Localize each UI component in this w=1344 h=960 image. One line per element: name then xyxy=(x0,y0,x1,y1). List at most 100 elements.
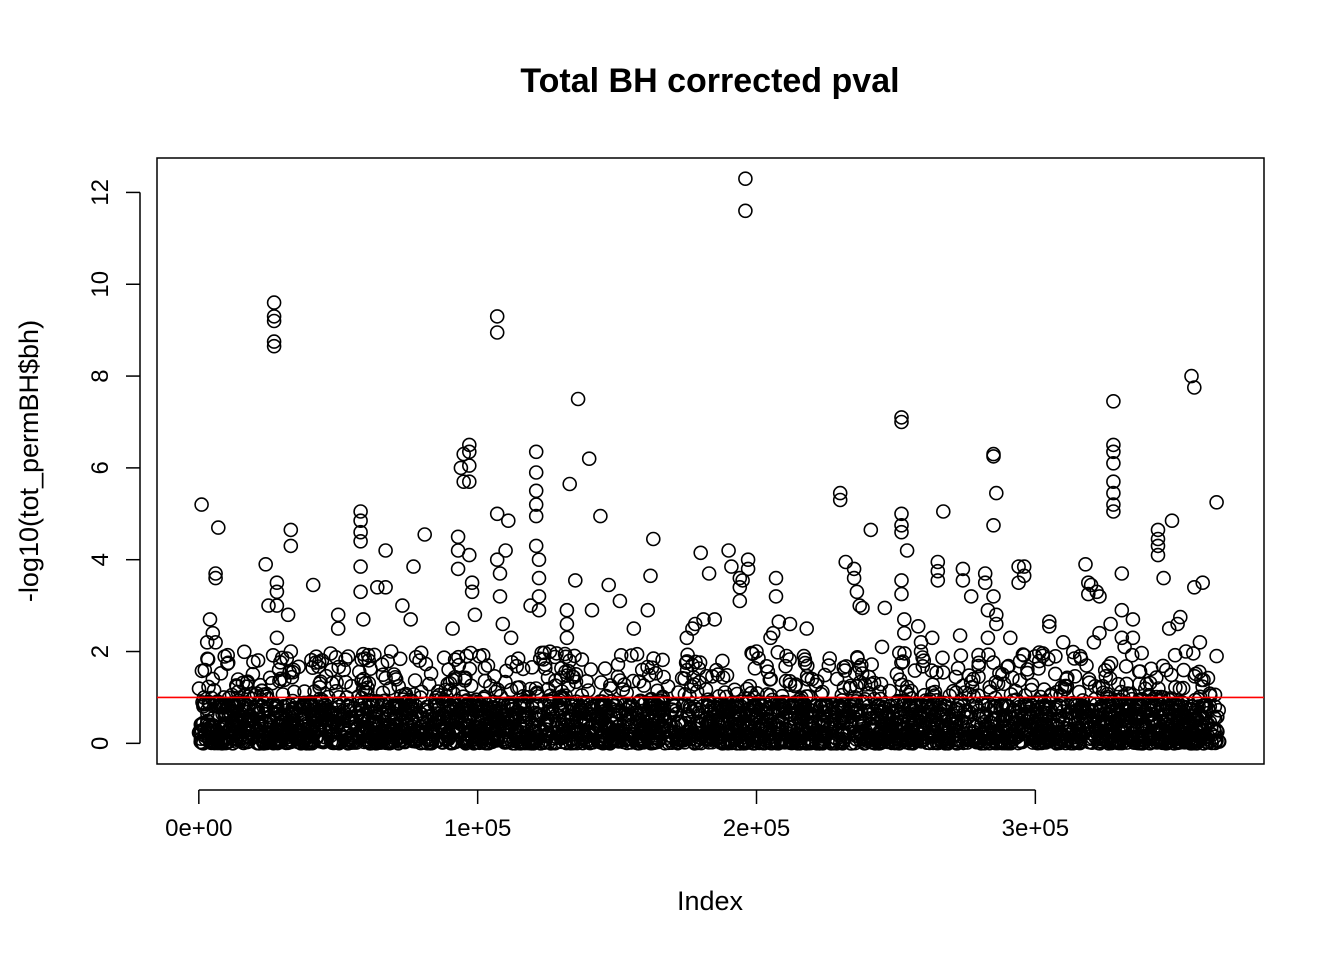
band-point xyxy=(759,687,775,702)
band-point xyxy=(313,714,329,730)
band-point xyxy=(1124,647,1140,663)
data-point xyxy=(269,575,285,591)
band-point xyxy=(1024,677,1040,693)
band-point xyxy=(759,712,775,728)
band-point xyxy=(861,669,877,685)
band-point xyxy=(634,703,650,719)
data-point xyxy=(838,554,854,570)
band-point xyxy=(1048,648,1063,664)
band-point xyxy=(990,676,1006,692)
data-point xyxy=(1114,602,1130,618)
data-point xyxy=(495,616,511,632)
band-point xyxy=(539,713,555,728)
band-point xyxy=(394,723,410,739)
band-point xyxy=(232,731,248,746)
band-point xyxy=(340,649,356,664)
band-point xyxy=(857,691,873,707)
x-axis-label: Index xyxy=(677,886,744,916)
band-point xyxy=(1146,713,1162,728)
band-point xyxy=(822,651,838,666)
data-point xyxy=(395,598,410,613)
band-point xyxy=(836,725,852,741)
data-point xyxy=(894,414,909,430)
data-point xyxy=(369,579,385,595)
band-point xyxy=(471,720,487,736)
band-point xyxy=(519,728,534,743)
data-point xyxy=(952,628,968,643)
band-point xyxy=(959,735,975,750)
band-point xyxy=(1028,716,1043,732)
band-point xyxy=(982,735,997,751)
band-point xyxy=(239,675,255,691)
band-point xyxy=(635,711,651,727)
band-point xyxy=(407,731,422,747)
band-point xyxy=(925,677,941,693)
data-point xyxy=(581,451,597,467)
band-point xyxy=(854,666,870,681)
band-point xyxy=(606,730,621,746)
band-point xyxy=(792,730,807,746)
band-point xyxy=(624,732,640,747)
band-point xyxy=(408,649,424,665)
band-point xyxy=(971,655,987,671)
band-point xyxy=(487,668,502,684)
band-point xyxy=(280,725,295,741)
band-point xyxy=(1153,732,1168,748)
data-point xyxy=(208,570,223,586)
band-point xyxy=(584,733,599,748)
band-point xyxy=(622,699,638,714)
band-point xyxy=(867,735,883,751)
band-point xyxy=(281,717,297,732)
band-point xyxy=(836,732,852,748)
band-point xyxy=(775,694,791,710)
data-point xyxy=(732,570,748,586)
data-point xyxy=(896,612,912,627)
band-point xyxy=(694,728,710,744)
band-point xyxy=(529,698,544,714)
data-point xyxy=(453,460,469,476)
data-point xyxy=(1150,522,1166,538)
band-point xyxy=(528,681,544,696)
band-point xyxy=(940,735,956,750)
band-point xyxy=(539,727,555,743)
data-point xyxy=(467,607,483,623)
data-point xyxy=(503,630,519,646)
band-point xyxy=(273,671,289,687)
data-point xyxy=(1106,455,1121,471)
band-point xyxy=(464,730,479,745)
band-point xyxy=(237,644,252,660)
band-point xyxy=(392,651,408,667)
band-point xyxy=(568,666,584,682)
y-tick-label: 4 xyxy=(87,553,114,566)
band-point xyxy=(651,715,666,731)
band-point xyxy=(946,717,962,732)
band-point xyxy=(308,655,324,670)
band-point xyxy=(445,725,461,740)
band-point xyxy=(598,698,613,714)
data-point xyxy=(986,449,1001,464)
band-point xyxy=(1186,646,1201,661)
data-point xyxy=(489,506,505,522)
band-point xyxy=(1024,698,1039,714)
data-point xyxy=(910,618,926,634)
band-point xyxy=(480,658,496,673)
band-point xyxy=(367,647,382,663)
band-point xyxy=(1072,724,1087,739)
band-point xyxy=(897,646,912,661)
band-point xyxy=(257,734,272,750)
band-point xyxy=(549,646,564,661)
band-point xyxy=(662,708,678,724)
data-point xyxy=(528,497,544,512)
band-point xyxy=(404,693,420,709)
data-point xyxy=(846,561,862,577)
band-point xyxy=(212,697,228,713)
band-point xyxy=(536,652,551,667)
data-point xyxy=(1016,559,1032,574)
band-point xyxy=(1129,718,1145,734)
band-point xyxy=(993,733,1008,749)
data-point xyxy=(1042,614,1057,630)
band-point xyxy=(686,677,702,692)
band-point xyxy=(308,649,324,665)
band-point xyxy=(1197,698,1213,714)
band-point xyxy=(451,649,466,665)
